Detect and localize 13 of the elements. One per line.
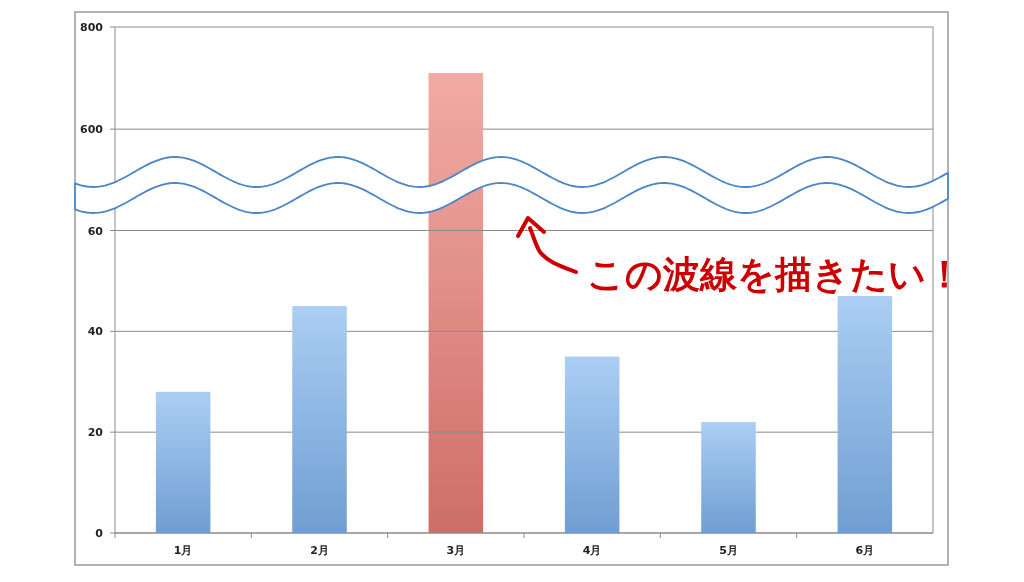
y-tick-label: 0 [95, 527, 104, 540]
y-tick-label: 600 [80, 123, 104, 137]
x-tick-label: 2月 [310, 544, 329, 557]
y-tick-label: 60 [87, 224, 104, 238]
x-tick-label: 6月 [855, 544, 875, 557]
x-tick-label: 1月 [173, 544, 193, 557]
y-tick-label: 800 [80, 21, 104, 34]
x-tick-label: 3月 [446, 544, 466, 557]
y-tick-label: 40 [87, 325, 104, 339]
x-tick-label: 4月 [582, 544, 602, 557]
x-tick-label: 5月 [719, 544, 738, 557]
y-tick-label: 20 [87, 426, 104, 440]
annotation: この波線を描きたい！ [587, 253, 963, 296]
